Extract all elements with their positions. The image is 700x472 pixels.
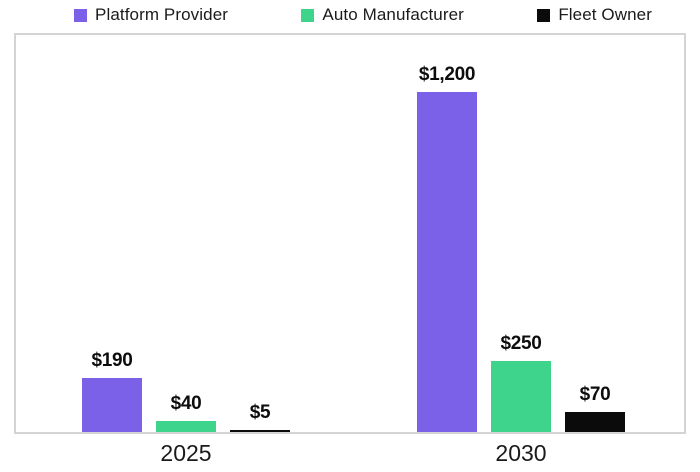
bar-wrap-platform-provider-2030: $1,200 [417, 64, 477, 432]
plot-area: $190 $40 $5 $1,200 $250 $70 [14, 33, 686, 434]
bar-value-label: $5 [249, 401, 271, 423]
bar-fleet-owner-2025 [230, 429, 290, 432]
bar-value-label: $1,200 [418, 63, 476, 85]
legend-label: Platform Provider [95, 5, 229, 24]
bar-platform-provider-2025 [82, 378, 142, 432]
bar-auto-manufacturer-2025 [156, 420, 216, 432]
legend-swatch-platform-provider [74, 8, 87, 22]
bar-value-label: $250 [500, 333, 542, 355]
chart-legend: Platform Provider Auto Manufacturer Flee… [74, 4, 652, 26]
bar-value-label: $70 [579, 384, 611, 406]
bar-auto-manufacturer-2030 [491, 361, 551, 432]
bar-value-label: $190 [91, 350, 133, 372]
legend-label: Auto Manufacturer [322, 5, 464, 24]
bar-wrap-auto-manufacturer-2030: $250 [491, 333, 551, 432]
x-axis-label-2025: 2025 [160, 440, 212, 466]
bar-wrap-platform-provider-2025: $190 [82, 350, 142, 432]
bar-wrap-fleet-owner-2030: $70 [565, 384, 625, 432]
bar-value-label: $40 [170, 392, 202, 414]
bar-wrap-fleet-owner-2025: $5 [230, 401, 290, 432]
legend-item-auto-manufacturer: Auto Manufacturer [301, 5, 464, 25]
legend-label: Fleet Owner [558, 5, 652, 24]
legend-swatch-fleet-owner [537, 8, 551, 22]
legend-swatch-auto-manufacturer [301, 8, 315, 22]
bar-group-2030: $1,200 $250 $70 [417, 64, 625, 432]
bar-fleet-owner-2030 [565, 412, 625, 432]
legend-item-fleet-owner: Fleet Owner [537, 5, 652, 25]
x-axis-label-2030: 2030 [495, 440, 547, 466]
bar-group-2025: $190 $40 $5 [82, 350, 290, 432]
bar-wrap-auto-manufacturer-2025: $40 [156, 393, 216, 432]
bar-platform-provider-2030 [417, 91, 477, 432]
legend-item-platform-provider: Platform Provider [74, 5, 228, 25]
